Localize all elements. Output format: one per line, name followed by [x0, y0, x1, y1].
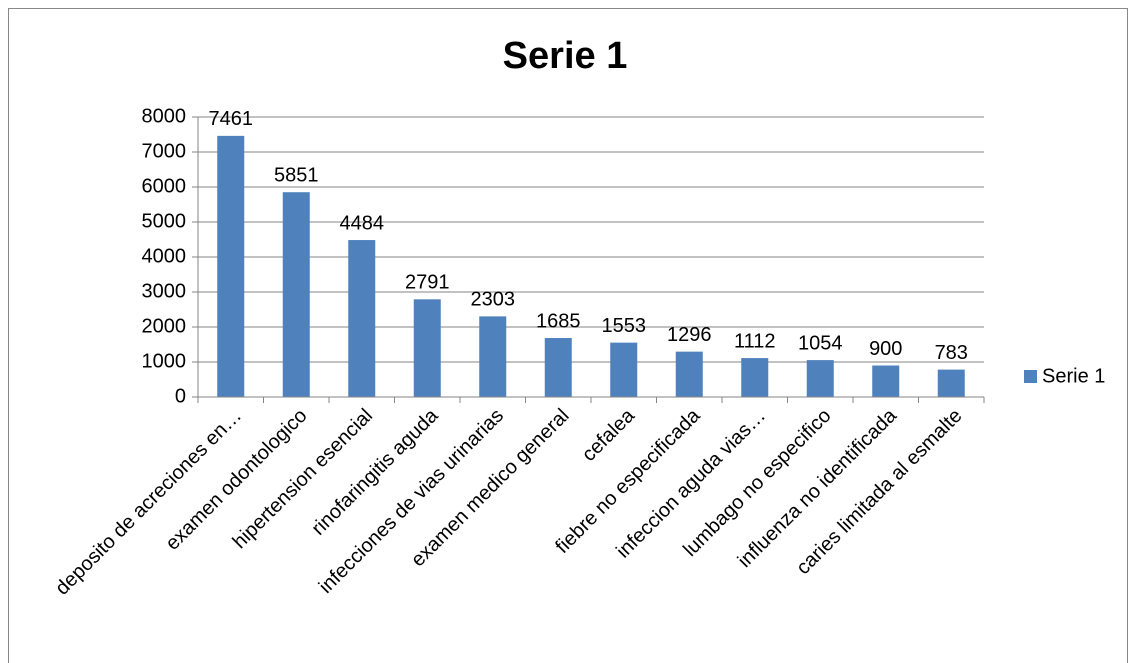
y-tick-label: 8000	[142, 105, 187, 127]
data-label: 1112	[734, 330, 776, 352]
bar	[413, 299, 441, 397]
bar	[282, 192, 310, 397]
y-tick-label: 2000	[142, 315, 187, 337]
bar	[806, 360, 834, 397]
data-label: 2303	[471, 289, 516, 311]
bar	[217, 135, 245, 398]
data-label: 783	[935, 342, 968, 364]
bar	[675, 351, 703, 397]
bar	[544, 338, 572, 397]
y-tick-label: 3000	[142, 280, 187, 302]
data-label: 1054	[798, 332, 843, 354]
legend-swatch	[1024, 370, 1037, 383]
y-tick-label: 5000	[142, 210, 187, 232]
data-label: 900	[869, 338, 902, 360]
bar	[479, 316, 507, 397]
data-label: 2791	[405, 272, 450, 294]
bar	[348, 240, 376, 397]
chart-border	[8, 8, 1128, 663]
data-label: 1685	[536, 310, 581, 332]
data-label: 7461	[209, 108, 254, 130]
data-label: 4484	[340, 212, 385, 234]
y-tick-label: 7000	[142, 140, 187, 162]
bar	[741, 358, 769, 397]
bar	[937, 369, 965, 397]
data-label: 5851	[274, 164, 319, 186]
data-label: 1296	[667, 324, 712, 346]
bar	[872, 365, 900, 397]
chart-title: Serie 1	[503, 35, 628, 77]
bar	[610, 342, 638, 397]
y-tick-label: 0	[175, 385, 186, 407]
legend-label: Serie 1	[1042, 365, 1105, 387]
data-label: 1553	[602, 315, 647, 337]
y-tick-label: 1000	[142, 350, 187, 372]
y-tick-label: 6000	[142, 175, 187, 197]
y-tick-label: 4000	[142, 245, 187, 267]
